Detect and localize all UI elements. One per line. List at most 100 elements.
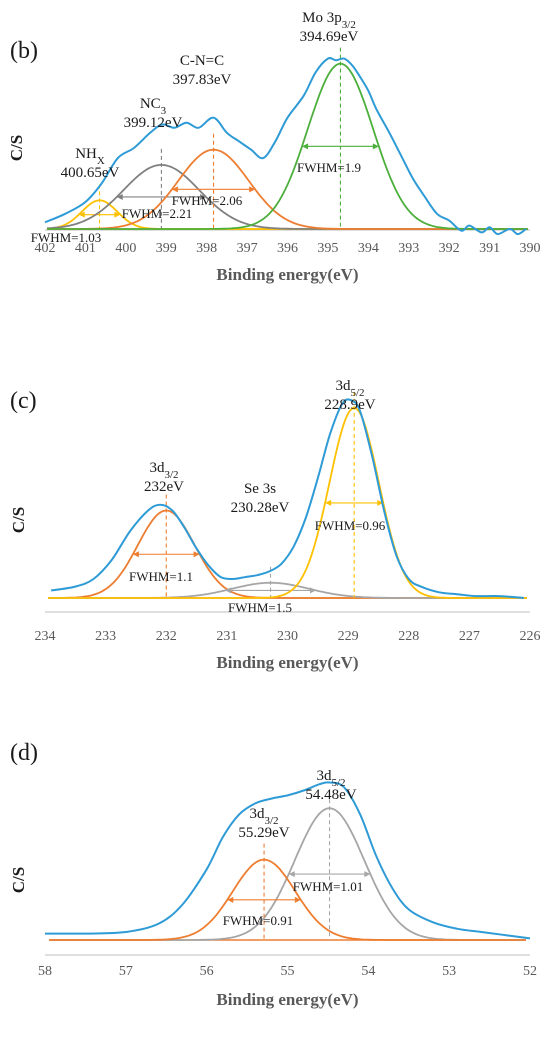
x-tick-label: 55 (281, 964, 295, 979)
fwhm-arrowhead (200, 193, 207, 200)
fwhm-label: FWHM=2.21 (122, 206, 193, 221)
x-tick-label: 229 (338, 629, 359, 644)
peak-annotation: NC3 (140, 96, 167, 117)
annotation-name: 3d (335, 378, 351, 394)
fwhm-label: FWHM=0.96 (315, 518, 386, 533)
annotation-energy: 54.48eV (305, 787, 356, 803)
x-tick-label: 231 (216, 629, 237, 644)
x-tick-label: 396 (277, 241, 298, 256)
fwhm-label: FWHM=1.01 (293, 879, 364, 894)
x-axis-title: Binding energy(eV) (216, 265, 358, 284)
x-tick-label: 390 (520, 241, 541, 256)
annotation-name: 3d (149, 460, 165, 476)
peak-annotation: 3d5/2 (335, 378, 364, 399)
raw-spectrum-line (50, 398, 524, 599)
x-tick-label: 56 (200, 964, 214, 979)
x-tick-label: 398 (196, 241, 217, 256)
y-axis-title: C/S (9, 867, 28, 893)
x-axis-title: Binding energy(eV) (216, 653, 358, 672)
panel-label: (c) (10, 388, 37, 414)
x-axis-title: Binding energy(eV) (216, 990, 358, 1009)
annotation-name: Se 3s (244, 481, 276, 497)
fwhm-label: FWHM=0.91 (223, 913, 294, 928)
y-axis-title: C/S (7, 135, 26, 161)
peak-annotation: 3d5/2 (316, 768, 345, 789)
y-axis-title: C/S (9, 507, 28, 533)
fwhm-arrowhead (325, 499, 332, 506)
x-tick-label: 53 (442, 964, 456, 979)
fit-peak-cnc (47, 148, 528, 230)
fwhm-arrowhead (309, 587, 316, 594)
fwhm-label: FWHM=1.9 (297, 160, 361, 175)
annotation-energy: 230.28eV (231, 500, 290, 516)
x-tick-label: 392 (439, 241, 460, 256)
panel-label: (d) (10, 740, 38, 766)
peak-annotation: Mo 3p3/2 (302, 10, 356, 31)
x-tick-label: 394 (358, 241, 379, 256)
fit-peak-mo (47, 62, 528, 230)
annotation-energy: 55.29eV (238, 825, 289, 841)
annotation-energy: 400.65eV (61, 165, 120, 181)
peak-annotation: C-N=C (180, 53, 224, 69)
annotation-subscript: 5/2 (350, 387, 364, 399)
annotation-subscript: 3 (161, 105, 167, 117)
x-tick-label: 227 (459, 629, 480, 644)
annotation-name: Mo 3p (302, 10, 342, 26)
fwhm-arrowhead (132, 551, 139, 558)
annotation-name: C-N=C (180, 53, 224, 69)
x-tick-label: 54 (361, 964, 375, 979)
x-tick-label: 230 (277, 629, 298, 644)
peak-annotation: Se 3s (244, 481, 276, 497)
annotation-subscript: 5/2 (331, 777, 345, 789)
fwhm-arrowhead (364, 871, 371, 878)
raw-spectrum-line (44, 57, 527, 236)
x-tick-label: 393 (398, 241, 419, 256)
annotation-subscript: 3/2 (342, 19, 356, 31)
fwhm-label: FWHM=1.1 (129, 569, 193, 584)
fwhm-arrowhead (78, 211, 85, 218)
x-tick-label: 233 (95, 629, 116, 644)
fwhm-arrowhead (372, 143, 379, 150)
fwhm-label: FWHM=1.03 (31, 230, 102, 245)
fwhm-label: FWHM=1.5 (228, 600, 292, 615)
x-tick-label: 402 (35, 241, 56, 256)
fwhm-arrowhead (225, 587, 232, 594)
annotation-energy: 228.9eV (324, 397, 375, 413)
x-tick-label: 232 (156, 629, 177, 644)
peak-annotation: 3d3/2 (149, 460, 178, 481)
x-tick-label: 400 (115, 241, 136, 256)
x-tick-label: 391 (479, 241, 500, 256)
fwhm-arrowhead (288, 871, 295, 878)
annotation-name: NH (75, 146, 97, 162)
x-tick-label: 58 (38, 964, 52, 979)
fwhm-arrowhead (302, 143, 309, 150)
annotation-energy: 232eV (144, 479, 184, 495)
x-tick-label: 397 (237, 241, 258, 256)
fwhm-arrowhead (377, 499, 384, 506)
fwhm-arrowhead (227, 896, 234, 903)
peak-annotation: NHX (75, 146, 105, 167)
annotation-energy: 397.83eV (173, 72, 232, 88)
annotation-name: 3d (316, 768, 332, 784)
x-tick-label: 401 (75, 241, 96, 256)
annotation-subscript: 3/2 (164, 469, 178, 481)
fwhm-arrowhead (294, 896, 301, 903)
fwhm-label: FWHM=2.06 (172, 193, 243, 208)
raw-spectrum-line (44, 781, 531, 940)
x-tick-label: 57 (119, 964, 133, 979)
fit-peak-d32 (49, 858, 526, 941)
panel-label: (b) (10, 38, 38, 64)
annotation-name: NC (140, 96, 161, 112)
peak-annotation: 3d3/2 (249, 806, 278, 827)
x-tick-label: 234 (35, 629, 56, 644)
fwhm-arrowhead (193, 551, 200, 558)
annotation-subscript: X (97, 155, 105, 167)
x-tick-label: 52 (523, 964, 537, 979)
fwhm-arrowhead (114, 211, 121, 218)
fwhm-arrowhead (249, 186, 256, 193)
annotation-subscript: 3/2 (264, 815, 278, 827)
x-tick-label: 399 (156, 241, 177, 256)
